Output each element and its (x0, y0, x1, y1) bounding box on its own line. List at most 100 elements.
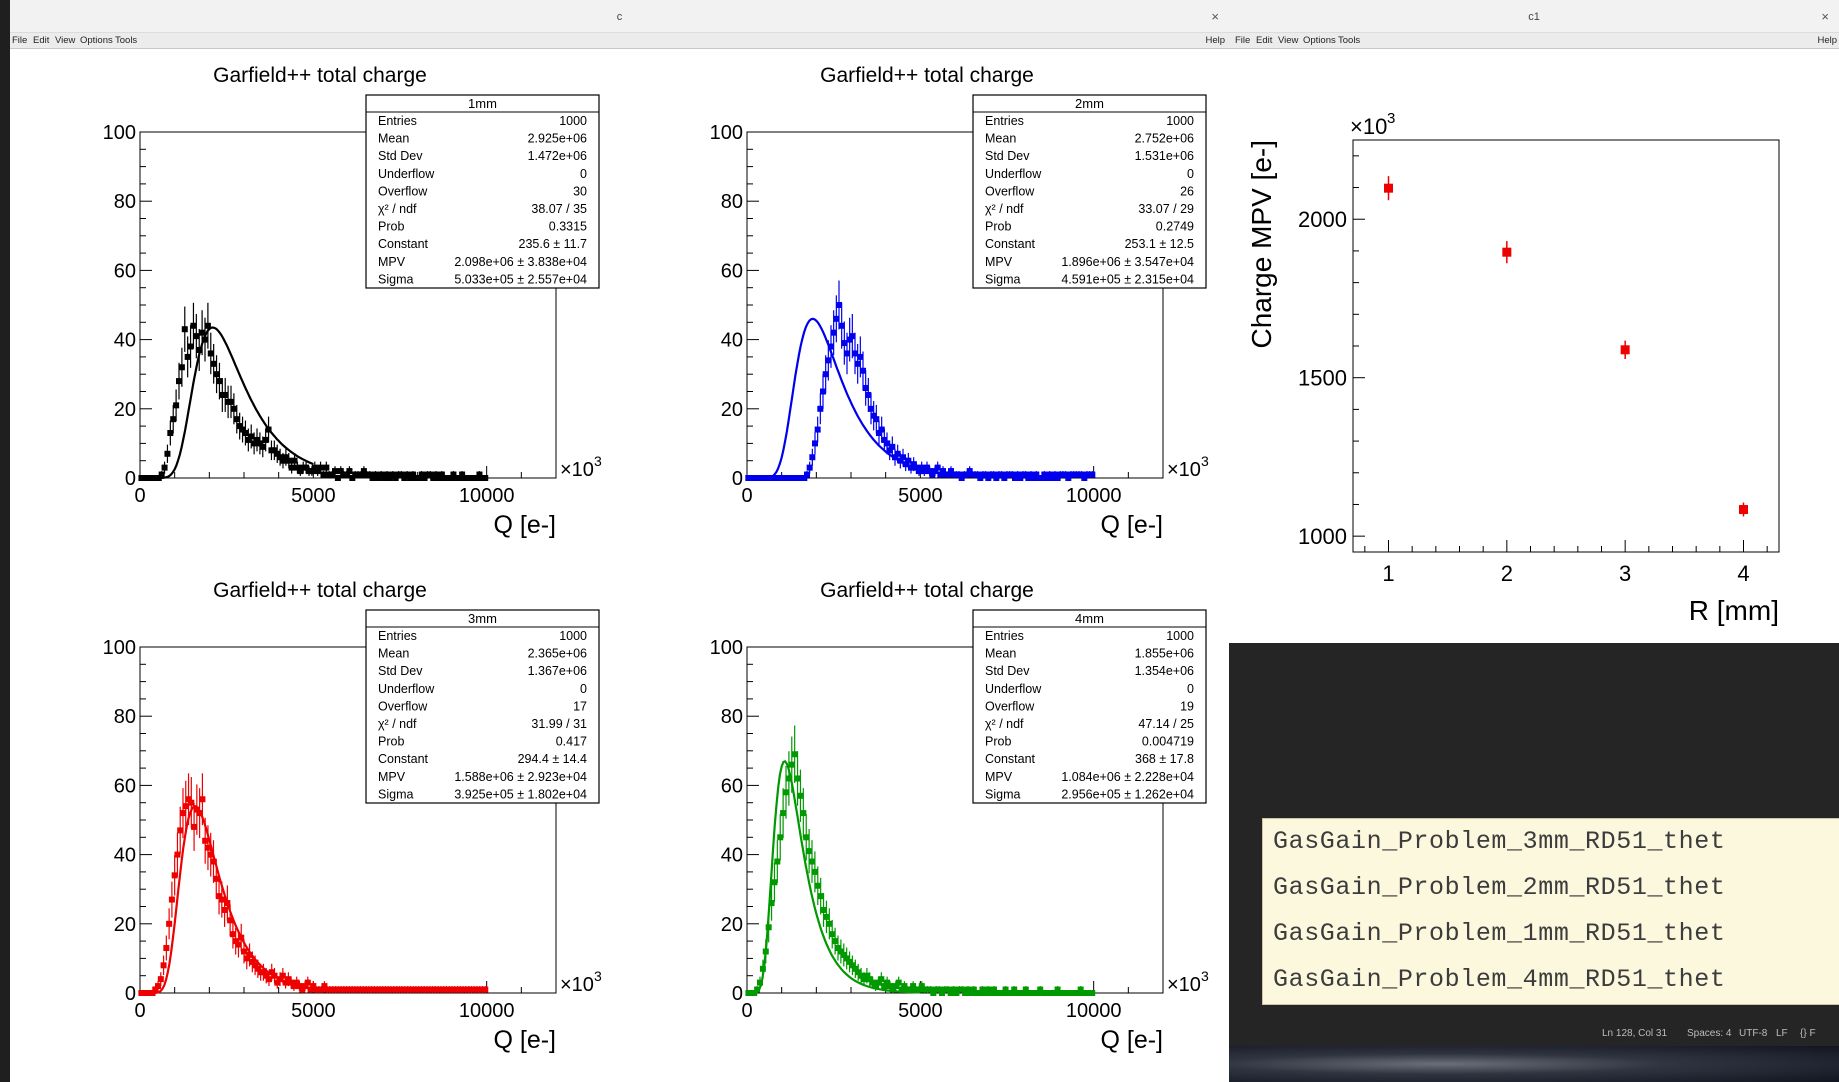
stats-label: Prob (378, 220, 404, 234)
x-tick-label: 5000 (898, 1000, 943, 1022)
window-titlebar[interactable]: c × (10, 0, 1229, 33)
status-encoding[interactable]: UTF-8 (1739, 1028, 1768, 1039)
stats-label: MPV (378, 770, 406, 784)
data-point (927, 986, 934, 993)
data-point (806, 464, 813, 471)
menu-help[interactable]: Help (1205, 35, 1225, 46)
data-point (863, 972, 870, 979)
data-point (932, 468, 938, 475)
stats-value: 0.417 (556, 735, 587, 749)
data-point (170, 416, 177, 423)
data-point (886, 447, 893, 454)
file-list-item[interactable]: GasGain_Problem_4mm_RD51_thet (1273, 965, 1726, 994)
data-point (213, 371, 220, 378)
menu-options[interactable]: Options (80, 35, 113, 46)
data-point (288, 464, 295, 471)
data-point (204, 844, 211, 851)
menu-edit[interactable]: Edit (33, 35, 50, 46)
y-axis-label: Charge MPV [e-] (1246, 140, 1277, 349)
data-point (288, 979, 295, 986)
stats-label: Prob (378, 735, 404, 749)
menu-bar: File Edit View Options Tools Help (1229, 33, 1839, 49)
data-point (771, 879, 778, 886)
x-tick-label: 5000 (291, 1000, 336, 1022)
data-point (181, 326, 188, 333)
data-point (965, 986, 971, 993)
data-point (207, 851, 214, 858)
menu-help[interactable]: Help (1817, 35, 1837, 46)
menu-tools[interactable]: Tools (1338, 35, 1361, 46)
canvas-window-c1: c1 × File Edit View Options Tools Help 1… (1229, 0, 1839, 643)
data-point (1002, 986, 1009, 993)
y-axis-multiplier: ×10 (1350, 114, 1387, 139)
menu-file[interactable]: File (12, 35, 28, 46)
x-axis-multiplier: ×10 (1167, 459, 1201, 481)
stats-label: Underflow (985, 682, 1042, 696)
stats-value: 1000 (559, 629, 587, 643)
data-point (974, 471, 981, 478)
close-icon[interactable]: × (1211, 9, 1219, 24)
menu-view[interactable]: View (55, 35, 76, 46)
menu-file[interactable]: File (1235, 35, 1251, 46)
menu-options[interactable]: Options (1303, 35, 1336, 46)
file-list-item[interactable]: GasGain_Problem_1mm_RD51_thet (1273, 919, 1726, 948)
x-axis-label: R [mm] (1689, 595, 1779, 626)
status-cursor-position[interactable]: Ln 128, Col 31 (1602, 1028, 1668, 1039)
y-tick-label: 40 (721, 845, 743, 867)
menu-view[interactable]: View (1278, 35, 1299, 46)
data-point (873, 416, 880, 423)
chart-title: Garfield++ total charge (820, 579, 1034, 602)
stats-value: 2.365e+06 (528, 647, 587, 661)
data-point (320, 471, 327, 478)
fit-curve (747, 317, 921, 480)
data-point (846, 336, 853, 343)
data-point (777, 834, 784, 841)
data-point (1049, 475, 1056, 481)
stats-value: 1.588e+06 ± 2.923e+04 (454, 770, 587, 784)
stats-value: 5.033e+05 ± 2.557e+04 (454, 272, 587, 286)
data-point (1046, 471, 1053, 478)
stats-value: 47.14 / 25 (1138, 717, 1194, 731)
data-point (768, 900, 775, 907)
stats-value: 0.004719 (1142, 735, 1194, 749)
data-point (849, 962, 856, 969)
data-point (386, 475, 393, 481)
x-tick-label: 10000 (1066, 485, 1122, 507)
stats-label: Mean (985, 132, 1016, 146)
stats-value: 2.098e+06 ± 3.838e+04 (454, 255, 587, 269)
data-point (254, 436, 260, 443)
status-language[interactable]: {} F (1800, 1028, 1816, 1039)
data-point (878, 976, 885, 983)
data-point (823, 913, 830, 920)
menu-tools[interactable]: Tools (115, 35, 138, 46)
x-axis-label: Q [e-] (493, 511, 556, 539)
data-point (280, 457, 286, 464)
menu-edit[interactable]: Edit (1256, 35, 1273, 46)
data-point (204, 322, 211, 329)
data-point (947, 990, 954, 996)
data-point (844, 350, 850, 357)
stats-label: Overflow (378, 184, 428, 198)
stats-value: 33.07 / 29 (1138, 202, 1194, 216)
data-point (950, 986, 957, 993)
status-eol[interactable]: LF (1776, 1028, 1788, 1039)
y-tick-label: 100 (710, 637, 743, 659)
status-indentation[interactable]: Spaces: 4 (1687, 1028, 1732, 1039)
close-icon[interactable]: × (1821, 9, 1829, 24)
data-point (318, 986, 325, 993)
stats-label: Constant (985, 752, 1036, 766)
data-point (830, 329, 837, 336)
stats-label: Prob (985, 220, 1011, 234)
file-list-item[interactable]: GasGain_Problem_3mm_RD51_thet (1273, 827, 1726, 856)
window-titlebar[interactable]: c1 × (1229, 0, 1839, 33)
data-point (895, 979, 902, 986)
data-point (392, 475, 399, 481)
data-point (228, 398, 234, 405)
data-point (936, 986, 943, 993)
file-list-item[interactable]: GasGain_Problem_2mm_RD51_thet (1273, 873, 1726, 902)
data-point (826, 920, 833, 927)
data-point (866, 976, 873, 983)
